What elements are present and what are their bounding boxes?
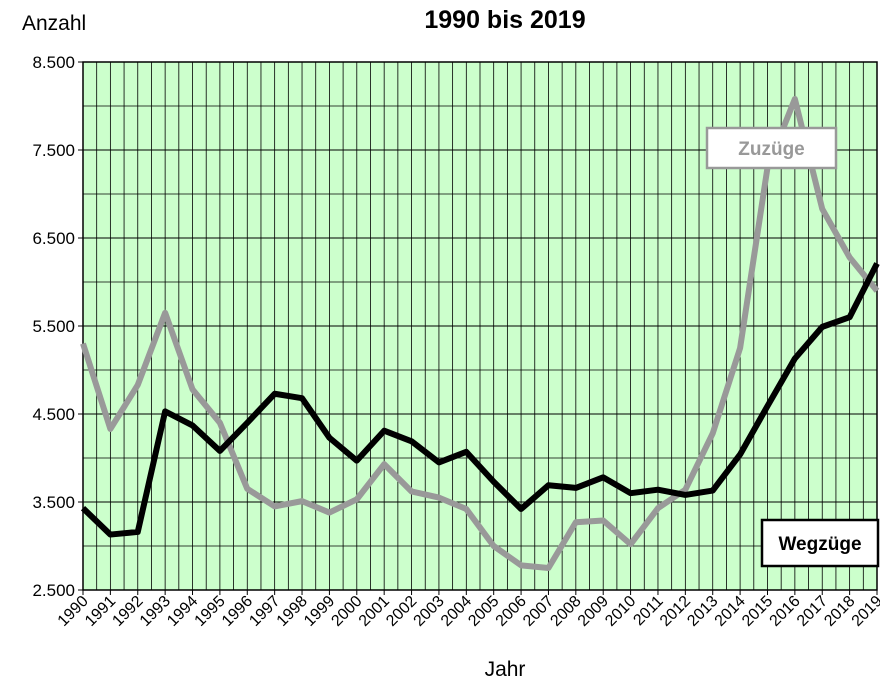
x-axis-label: Jahr: [485, 658, 526, 681]
x-tick-label: 2001: [356, 593, 393, 630]
y-tick-label: 8.500: [32, 53, 75, 72]
x-tick-label: 1993: [137, 593, 174, 630]
x-tick-label: 2006: [493, 593, 530, 630]
chart-title: 1990 bis 2019: [424, 6, 585, 34]
line-series: [80, 262, 880, 538]
x-tick-label: 2005: [465, 593, 502, 630]
y-tick-label: 2.500: [32, 581, 75, 600]
x-tick-label: 2002: [383, 593, 420, 630]
x-tick-label: 2009: [575, 593, 612, 630]
legend-box: [705, 126, 838, 170]
x-tick-label: 2010: [602, 593, 639, 630]
x-tick-label: 2003: [411, 593, 448, 630]
x-tick-label: 2019: [849, 593, 880, 630]
plot-border: [82, 61, 878, 591]
x-tick-label: 2014: [712, 593, 749, 630]
x-tick-label: 2018: [821, 593, 858, 630]
x-tick-label: 2015: [739, 593, 776, 630]
x-tick-label: 1992: [109, 593, 146, 630]
x-tick-label: 2016: [767, 593, 804, 630]
x-tick-label: 2013: [684, 593, 721, 630]
y-axis-label: Anzahl: [22, 12, 86, 35]
x-tick-label: 2007: [520, 593, 557, 630]
y-tick-label: 3.500: [32, 493, 75, 512]
line-series: [80, 95, 880, 571]
x-tick-label: 1996: [219, 593, 256, 630]
x-tick-label: 1997: [246, 593, 283, 630]
x-tick-label: 1991: [82, 593, 119, 630]
x-tick-label: 2012: [657, 593, 694, 630]
x-tick-label: 2004: [438, 593, 475, 630]
y-tick-label: 6.500: [32, 229, 75, 248]
legend-box: [760, 518, 880, 568]
legend-label: Zuzüge: [738, 139, 805, 160]
x-tick-label: 1999: [301, 593, 338, 630]
y-tick-label: 7.500: [32, 141, 75, 160]
y-tick-label: 4.500: [32, 405, 75, 424]
x-tick-label: 1995: [192, 593, 229, 630]
x-tick-label: 1998: [274, 593, 311, 630]
x-tick-label: 1994: [164, 593, 201, 630]
legend-label: Wegzüge: [778, 534, 861, 555]
x-tick-label: 2017: [794, 593, 831, 630]
y-tick-label: 5.500: [32, 317, 75, 336]
x-tick-label: 2008: [547, 593, 584, 630]
x-tick-label: 2000: [328, 593, 365, 630]
